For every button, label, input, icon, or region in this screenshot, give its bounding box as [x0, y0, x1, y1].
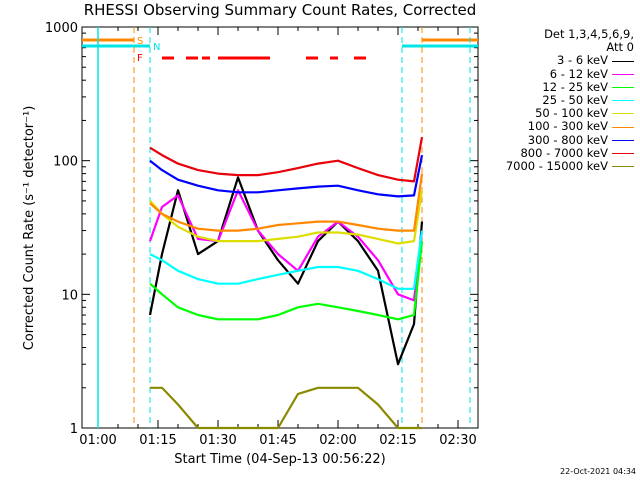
legend-entry: 300 - 800 keV [482, 132, 634, 147]
y-axis-label: Corrected Count Rate (s⁻¹ detector⁻¹) [22, 106, 37, 351]
x-tick-label: 01:30 [199, 433, 236, 448]
series-line [150, 386, 422, 430]
legend-entry: 6 - 12 keV [482, 66, 634, 81]
legend-entry: 7000 - 15000 keV [482, 159, 634, 174]
legend-entry: 3 - 6 keV [482, 54, 634, 67]
legend-entry: 800 - 7000 keV [482, 145, 634, 160]
legend-swatch [612, 166, 634, 168]
y-tick-label: 1 [70, 422, 78, 437]
y-tick-label: 1000 [45, 21, 78, 36]
legend-swatch [612, 100, 634, 102]
legend-header-detectors: Det 1,3,4,5,6,9, [544, 27, 634, 41]
series-line [149, 136, 424, 183]
series-line [149, 190, 424, 245]
footer-date: 22-Oct-2021 04:34 [560, 467, 636, 476]
flare-flag-label: F [137, 53, 143, 64]
legend-swatch [612, 73, 634, 75]
night-flag-label: N [153, 42, 160, 53]
x-tick-label: 01:15 [139, 433, 176, 448]
series-line [148, 176, 424, 366]
x-tick-label: 01:00 [79, 433, 116, 448]
legend-entry: 50 - 100 keV [482, 107, 634, 120]
legend-entry-label: 50 - 100 keV [535, 106, 608, 121]
legend-swatch [612, 113, 634, 115]
legend-swatch [612, 60, 634, 62]
series-line [149, 230, 424, 290]
legend-swatch [612, 152, 634, 154]
x-tick-label: 02:00 [319, 433, 356, 448]
legend-entry-label: 100 - 300 keV [527, 119, 608, 134]
legend-entry: 12 - 25 keV [482, 79, 634, 94]
legend-entry-label: 6 - 12 keV [549, 66, 608, 81]
x-axis-label: Start Time (04-Sep-13 00:56:22) [174, 452, 386, 467]
series-line [148, 189, 424, 302]
legend-header-attenuator: Att 0 [606, 40, 634, 55]
x-tick-label: 02:30 [439, 433, 476, 448]
legend: Det 1,3,4,5,6,9, Att 0 3 - 6 keV 6 - 12 k… [482, 27, 634, 174]
y-tick-label: 100 [53, 155, 78, 170]
legend-entry-label: 7000 - 15000 keV [505, 159, 608, 174]
legend-entry-label: 3 - 6 keV [557, 53, 608, 68]
series-line [149, 154, 424, 198]
legend-entry: 25 - 50 keV [482, 93, 634, 108]
legend-entry-label: 12 - 25 keV [542, 79, 608, 94]
legend-entry: 100 - 300 keV [482, 120, 634, 133]
legend-swatch [612, 126, 634, 128]
series-line [149, 173, 424, 232]
legend-entry-label: 300 - 800 keV [527, 132, 608, 147]
legend-entry-label: 800 - 7000 keV [520, 145, 608, 160]
x-tick-label: 02:15 [379, 433, 416, 448]
chart-title: RHESSI Observing Summary Count Rates, Co… [83, 1, 477, 19]
y-tick-label: 10 [61, 288, 78, 303]
legend-entry-label: 25 - 50 keV [542, 93, 608, 108]
legend-swatch [612, 86, 634, 88]
plot-frame [81, 26, 479, 429]
legend-swatch [612, 139, 634, 141]
x-tick-label: 01:45 [259, 433, 296, 448]
saa-flag-label: S [137, 36, 143, 47]
series-line [149, 240, 424, 321]
